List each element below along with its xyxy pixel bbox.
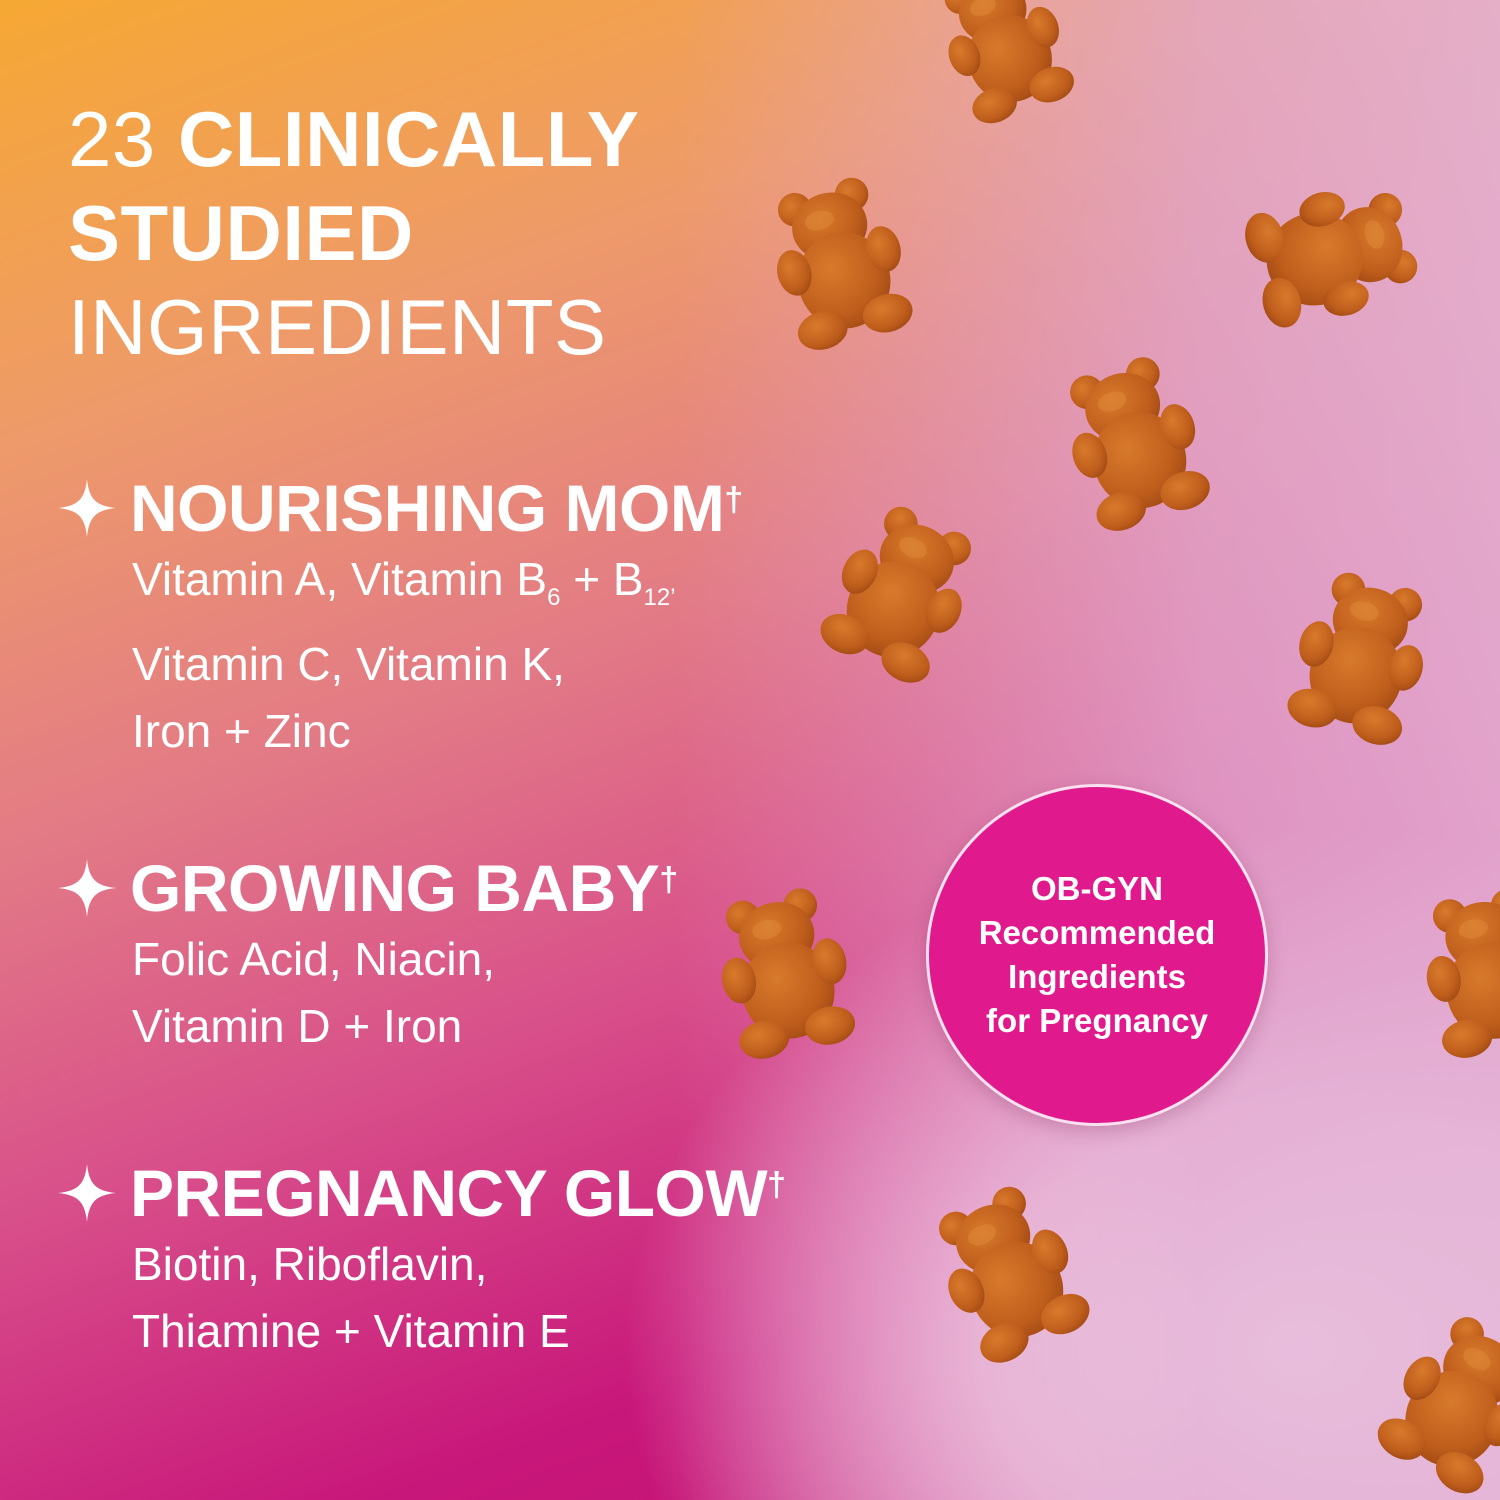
ingredient-line: + B bbox=[560, 553, 644, 605]
section-growing-baby: GROWING BABY † Folic Acid, Niacin, Vitami… bbox=[56, 850, 678, 1060]
ingredient-line: Iron + Zinc bbox=[132, 705, 351, 758]
badge-line: for Pregnancy bbox=[986, 1002, 1208, 1039]
badge-line: OB-GYN bbox=[1031, 870, 1163, 907]
sparkle-star-icon bbox=[58, 1164, 116, 1222]
ob-gyn-badge: OB-GYN Recommended Ingredients for Pregn… bbox=[926, 784, 1268, 1126]
badge-line: Recommended bbox=[978, 914, 1216, 951]
headline-count: 23 bbox=[68, 95, 156, 183]
ingredient-line: Vitamin A, Vitamin B bbox=[132, 553, 548, 605]
headline-bold-2: STUDIED bbox=[68, 189, 414, 277]
headline-regular: INGREDIENTS bbox=[68, 283, 607, 371]
section-pregnancy-glow: PREGNANCY GLOW † Biotin, Riboflavin, Thia… bbox=[56, 1155, 786, 1365]
sparkle-star-icon bbox=[58, 859, 116, 917]
badge-line: Ingredients bbox=[1008, 958, 1186, 995]
ingredient-line: Biotin, Riboflavin, bbox=[132, 1238, 488, 1290]
dagger-mark: † bbox=[767, 1166, 786, 1204]
section-heading: NOURISHING MOM bbox=[130, 471, 725, 545]
dagger-mark: † bbox=[659, 861, 678, 899]
comma: ’ bbox=[670, 584, 676, 612]
subscript: 12 bbox=[643, 584, 671, 612]
ingredient-list: Folic Acid, Niacin, Vitamin D + Iron bbox=[132, 926, 678, 1060]
headline-bold-1: CLINICALLY bbox=[177, 95, 640, 183]
sparkle-star-icon bbox=[58, 479, 116, 537]
ingredient-list: Vitamin A, Vitamin B6 + B12’ Vitamin C, … bbox=[132, 546, 743, 765]
ingredient-line: Thiamine + Vitamin E bbox=[132, 1305, 570, 1357]
section-heading: PREGNANCY GLOW bbox=[130, 1156, 768, 1230]
ingredient-list: Biotin, Riboflavin, Thiamine + Vitamin E bbox=[132, 1231, 786, 1365]
dagger-mark: † bbox=[724, 481, 743, 519]
section-heading: GROWING BABY bbox=[130, 851, 660, 925]
ingredient-line: Folic Acid, Niacin, bbox=[132, 933, 496, 985]
section-nourishing-mom: NOURISHING MOM † Vitamin A, Vitamin B6 + … bbox=[56, 470, 743, 765]
subscript: 6 bbox=[547, 584, 561, 612]
headline: 23 CLINICALLY STUDIED INGREDIENTS bbox=[68, 92, 639, 374]
ingredient-line: Vitamin D + Iron bbox=[132, 1000, 463, 1052]
ingredient-line: Vitamin C, Vitamin K, bbox=[132, 638, 565, 691]
